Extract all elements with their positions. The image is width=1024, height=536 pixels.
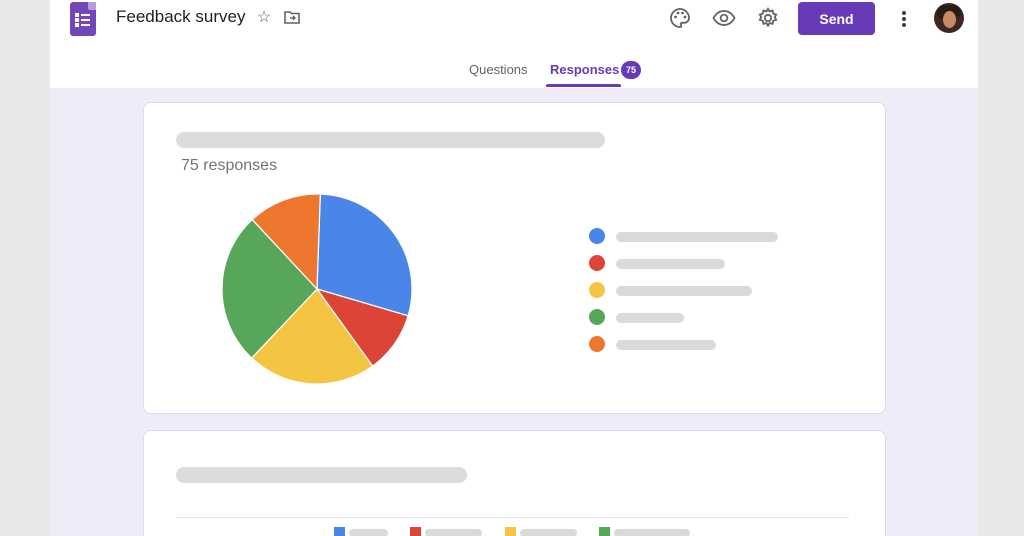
forms-app: Feedback survey ☆ Send Questions Respons… bbox=[50, 0, 978, 536]
eye-icon[interactable] bbox=[710, 5, 738, 31]
legend-label-placeholder bbox=[614, 529, 690, 536]
question-title-placeholder bbox=[176, 132, 605, 148]
document-title[interactable]: Feedback survey bbox=[116, 7, 246, 26]
legend-label-placeholder bbox=[616, 340, 716, 350]
responses-count-badge: 75 bbox=[621, 61, 641, 79]
legend-dot-green bbox=[589, 309, 605, 325]
legend-label-placeholder bbox=[616, 286, 752, 296]
legend-dot-red bbox=[589, 255, 605, 271]
legend-label-placeholder bbox=[425, 529, 482, 536]
star-icon[interactable]: ☆ bbox=[256, 9, 272, 26]
avatar[interactable] bbox=[934, 3, 964, 33]
legend-swatch-blue bbox=[334, 527, 345, 536]
pie-slice-orange[interactable] bbox=[251, 193, 321, 291]
legend-label-placeholder bbox=[616, 259, 725, 269]
palette-icon[interactable] bbox=[667, 5, 693, 31]
logo-line bbox=[75, 18, 90, 22]
pie-slice-blue[interactable] bbox=[316, 193, 413, 317]
top-bar: Feedback survey ☆ Send Questions Respons… bbox=[50, 0, 978, 88]
gear-icon[interactable] bbox=[755, 5, 781, 31]
pie-slice-green[interactable] bbox=[221, 218, 318, 359]
tab-responses[interactable]: Responses bbox=[550, 62, 620, 77]
logo-fold bbox=[88, 2, 96, 10]
pie-slice-yellow[interactable] bbox=[250, 288, 374, 385]
legend-swatch-yellow bbox=[505, 527, 516, 536]
logo-line bbox=[75, 23, 90, 27]
legend-label-placeholder bbox=[616, 313, 684, 323]
pie-chart bbox=[221, 193, 413, 385]
legend-dot-orange bbox=[589, 336, 605, 352]
legend-swatch-green bbox=[599, 527, 610, 536]
legend-label-placeholder bbox=[349, 529, 388, 536]
question-summary-card: 75 responses bbox=[143, 102, 886, 414]
chart-baseline bbox=[176, 517, 849, 518]
legend-swatch-red bbox=[410, 527, 421, 536]
responses-count-text: 75 responses bbox=[181, 157, 278, 174]
legend-dot-blue bbox=[589, 228, 605, 244]
legend-dot-yellow bbox=[589, 282, 605, 298]
active-tab-indicator bbox=[546, 84, 621, 87]
google-forms-logo[interactable] bbox=[70, 2, 96, 36]
legend-label-placeholder bbox=[616, 232, 778, 242]
tab-questions[interactable]: Questions bbox=[469, 62, 528, 77]
send-button[interactable]: Send bbox=[798, 2, 875, 35]
question-title-placeholder bbox=[176, 467, 467, 483]
question-summary-card-2 bbox=[143, 430, 886, 536]
move-to-folder-icon[interactable] bbox=[282, 7, 302, 27]
logo-line bbox=[75, 13, 90, 17]
legend-label-placeholder bbox=[520, 529, 577, 536]
more-vert-icon[interactable] bbox=[894, 6, 914, 32]
avatar-face bbox=[943, 11, 956, 28]
